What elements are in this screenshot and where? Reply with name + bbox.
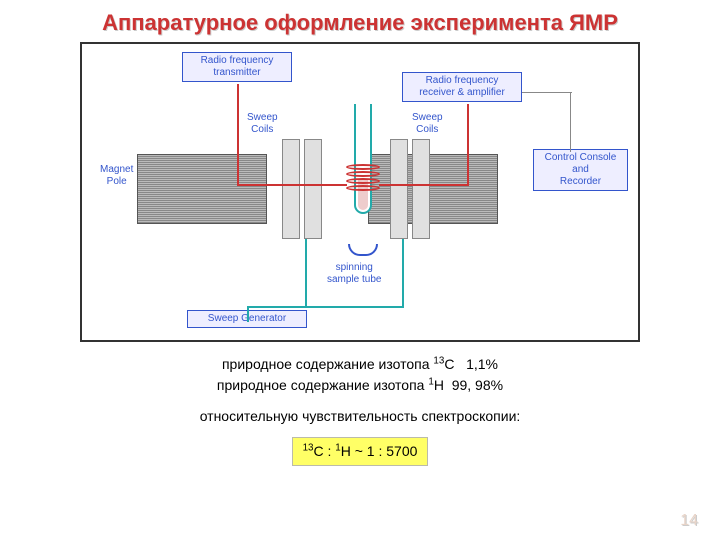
wire-tx-across (237, 184, 347, 186)
label-control-console: Control ConsoleandRecorder (533, 149, 628, 191)
label-sweep-coils-right: SweepCoils (412, 112, 443, 136)
wire-rx-across (379, 184, 469, 186)
magnet-pole-right-shape (368, 154, 498, 224)
caption-13c: природное содержание изотопа 13С 1,1% (0, 354, 720, 375)
sweep-coil-left-1 (282, 139, 300, 239)
sensitivity-ratio-box: 13C : 1H ~ 1 : 5700 (292, 437, 429, 466)
sweep-coil-right-2 (412, 139, 430, 239)
sweep-coil-right-1 (390, 139, 408, 239)
wire-sweepgen-up (247, 306, 249, 322)
wire-sweepgen-across-l (247, 306, 307, 308)
wire-rx-to-console2 (570, 92, 571, 152)
label-sweep-coils-left: SweepCoils (247, 112, 278, 136)
caption-1h: природное содержание изотопа 1Н 99, 98% (0, 375, 720, 396)
label-rf-transmitter: Radio frequencytransmitter (182, 52, 292, 82)
wire-sweepgen-to-coil-l (305, 239, 307, 308)
wire-sweepgen-across-r (305, 306, 404, 308)
label-magnet-pole-left: MagnetPole (100, 164, 133, 188)
sweep-coil-left-2 (304, 139, 322, 239)
spin-arrow-icon (348, 244, 378, 256)
wire-sweepgen-to-coil-r (402, 239, 404, 308)
wire-rx-to-console1 (522, 92, 572, 93)
caption-sensitivity-label: относительную чувствительность спектроск… (0, 406, 720, 427)
slide-number: 14 (680, 512, 698, 530)
magnet-pole-left-shape (137, 154, 267, 224)
rf-coil-shape (346, 164, 380, 204)
caption-block: природное содержание изотопа 13С 1,1% пр… (0, 354, 720, 466)
label-spinning-tube: spinningsample tube (327, 262, 381, 286)
nmr-diagram: Radio frequencytransmitter Radio frequen… (80, 42, 640, 342)
wire-rx-up (467, 104, 469, 186)
slide-title: Аппаратурное оформление эксперимента ЯМР (0, 0, 720, 42)
wire-tx-down (237, 84, 239, 184)
label-rf-receiver: Radio frequencyreceiver & amplifier (402, 72, 522, 102)
